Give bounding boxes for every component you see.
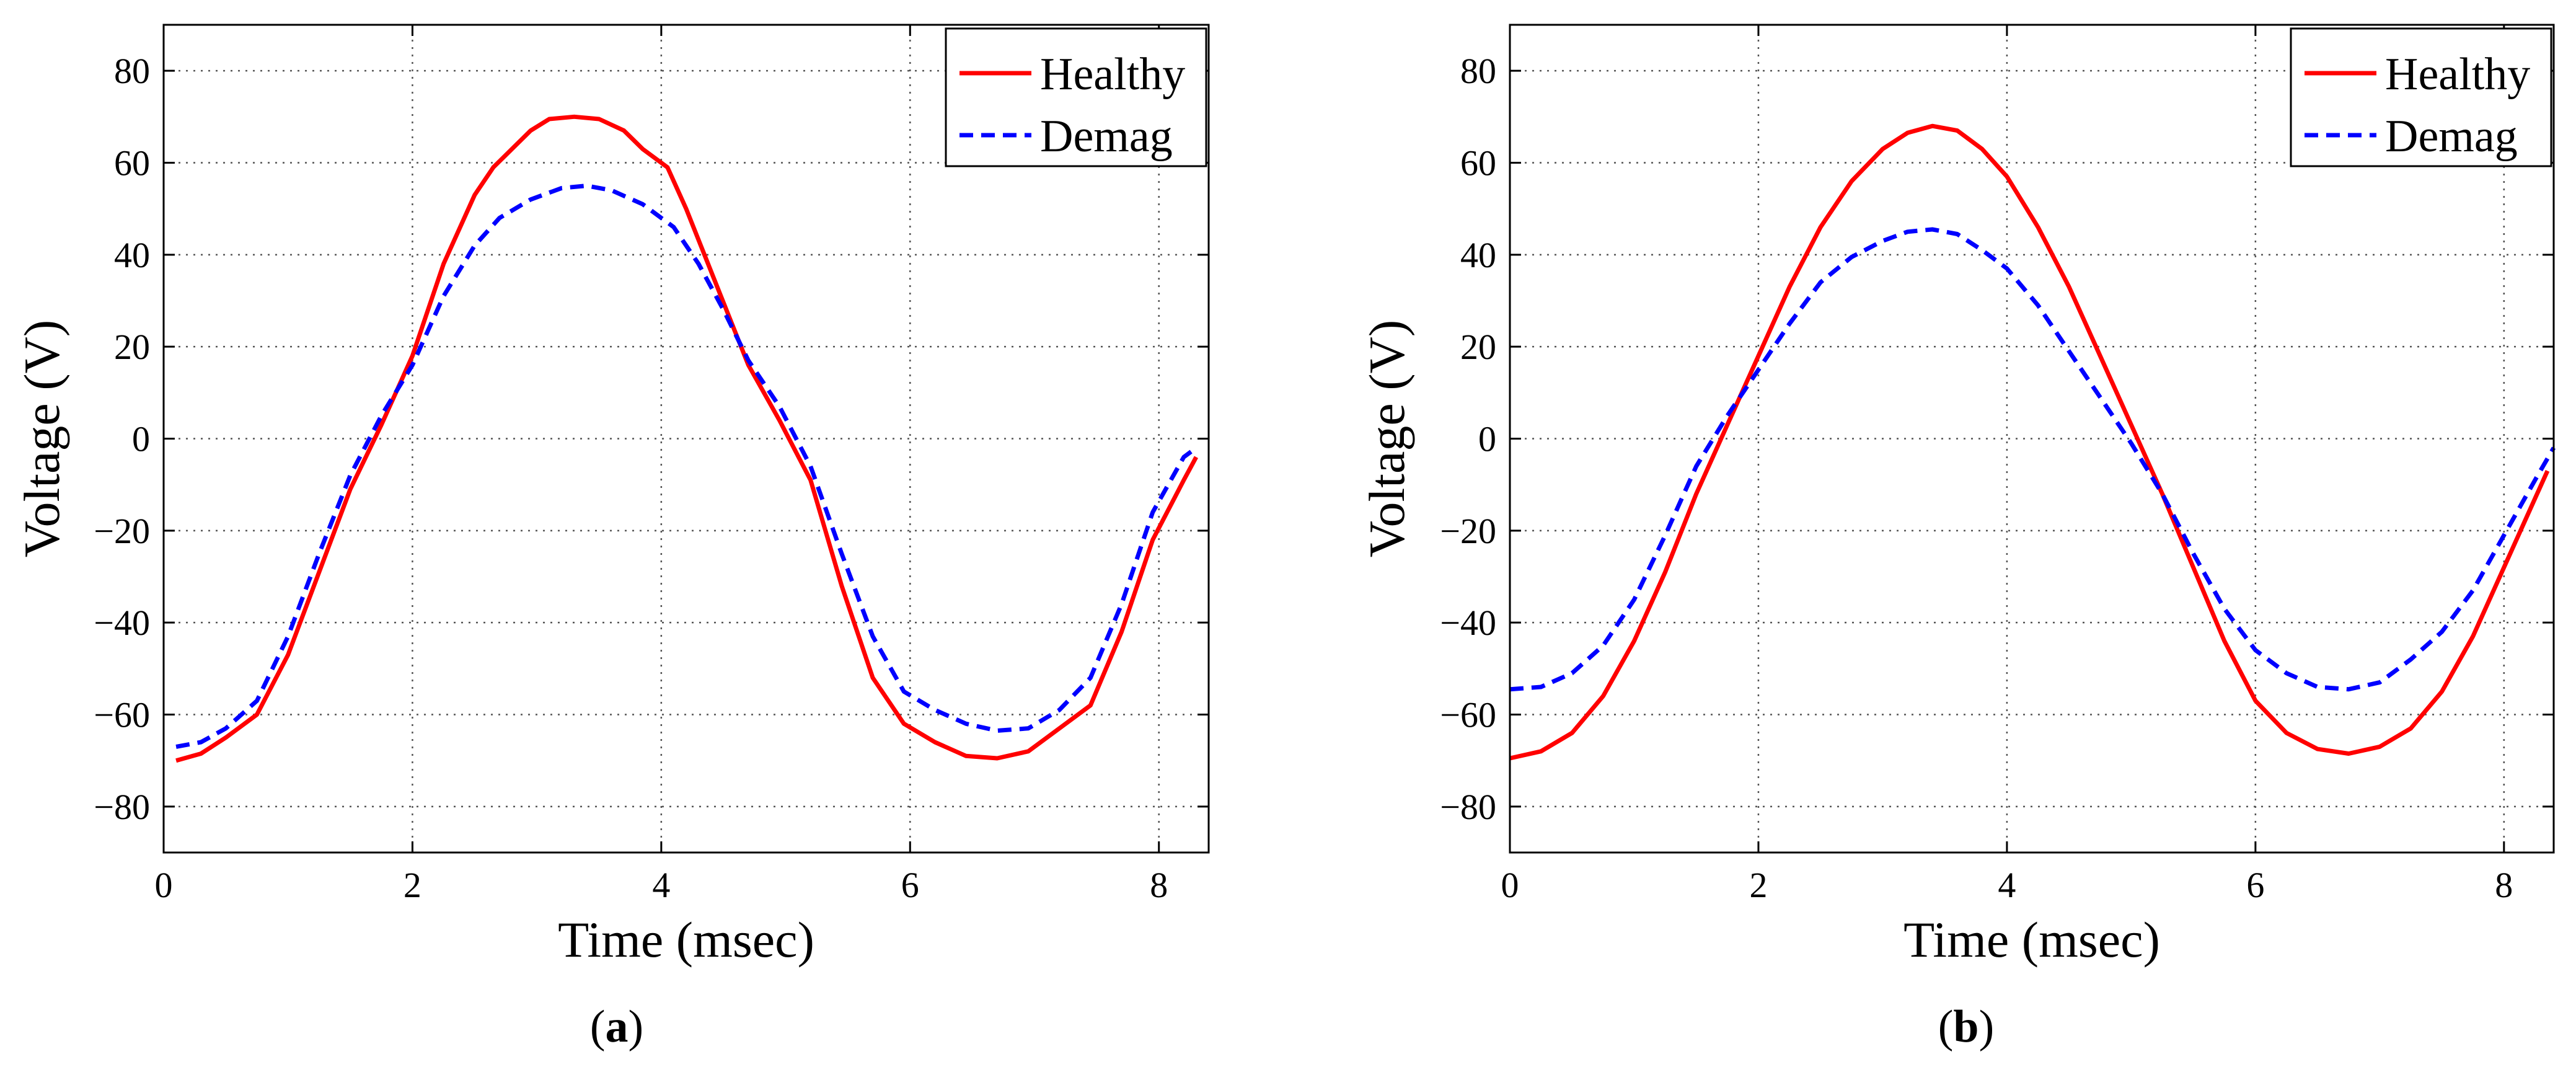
y-tick-label: 20 — [114, 327, 150, 367]
panel-label: (a) — [590, 1001, 643, 1052]
y-tick-label: −40 — [1440, 603, 1496, 643]
y-tick-label: −40 — [94, 603, 150, 643]
legend-label-healthy: Healthy — [1040, 49, 1185, 100]
x-axis-label: Time (msec) — [558, 911, 814, 968]
chart-panel-a: 0 2 4 6 8 −80 −60 −40 −20 0 20 40 60 80 Time (msec) Vol… — [14, 24, 1210, 1052]
y-tick-label: 40 — [1460, 235, 1496, 275]
y-tick-label: 0 — [1478, 419, 1496, 459]
y-axis-label: Voltage (V) — [14, 320, 70, 557]
x-tick-label: 6 — [901, 865, 919, 905]
legend: Healthy Demag — [945, 27, 1207, 167]
x-tick-label: 2 — [404, 865, 421, 905]
series-line-demag — [175, 184, 1198, 749]
y-tick-label: −20 — [94, 511, 150, 551]
legend: Healthy Demag — [2290, 27, 2552, 167]
legend-label-demag: Demag — [2385, 111, 2518, 162]
legend-box — [2290, 27, 2552, 167]
legend-label-demag: Demag — [1040, 111, 1173, 162]
x-axis-label: Time (msec) — [1903, 911, 2160, 968]
x-tick-label: 8 — [1150, 865, 1168, 905]
y-tick-label: −20 — [1440, 511, 1496, 551]
x-tick-label: 6 — [2246, 865, 2264, 905]
legend-label-healthy: Healthy — [2385, 49, 2530, 100]
x-tick-label: 4 — [652, 865, 670, 905]
y-tick-label: 20 — [1460, 327, 1496, 367]
y-tick-label: 40 — [114, 235, 150, 275]
x-tick-label: 2 — [1749, 865, 1767, 905]
y-tick-label: −60 — [94, 695, 150, 735]
y-tick-label: 60 — [1460, 143, 1496, 184]
y-tick-label: 60 — [114, 143, 150, 184]
y-tick-label: 0 — [132, 419, 150, 459]
y-tick-label: −60 — [1440, 695, 1496, 735]
x-tick-label: 4 — [1998, 865, 2016, 905]
x-tick-label: 0 — [1501, 865, 1519, 905]
x-tick-label: 8 — [2495, 865, 2513, 905]
series-line-healthy — [175, 114, 1198, 763]
panel-label: (b) — [1938, 1001, 1994, 1052]
x-tick-label: 0 — [155, 865, 173, 905]
y-tick-label: −80 — [94, 787, 150, 827]
series-line-healthy — [1509, 123, 2550, 761]
y-tick-label: 80 — [114, 51, 150, 91]
y-tick-label: 80 — [1460, 51, 1496, 91]
y-axis-label: Voltage (V) — [1359, 320, 1415, 557]
y-tick-label: −80 — [1440, 787, 1496, 827]
series-line-demag — [1509, 227, 2556, 692]
chart-panel-b: 0 2 4 6 8 −80 −60 −40 −20 0 20 40 60 80 Time (msec) Vol… — [1359, 24, 2556, 1052]
legend-box — [945, 27, 1207, 167]
